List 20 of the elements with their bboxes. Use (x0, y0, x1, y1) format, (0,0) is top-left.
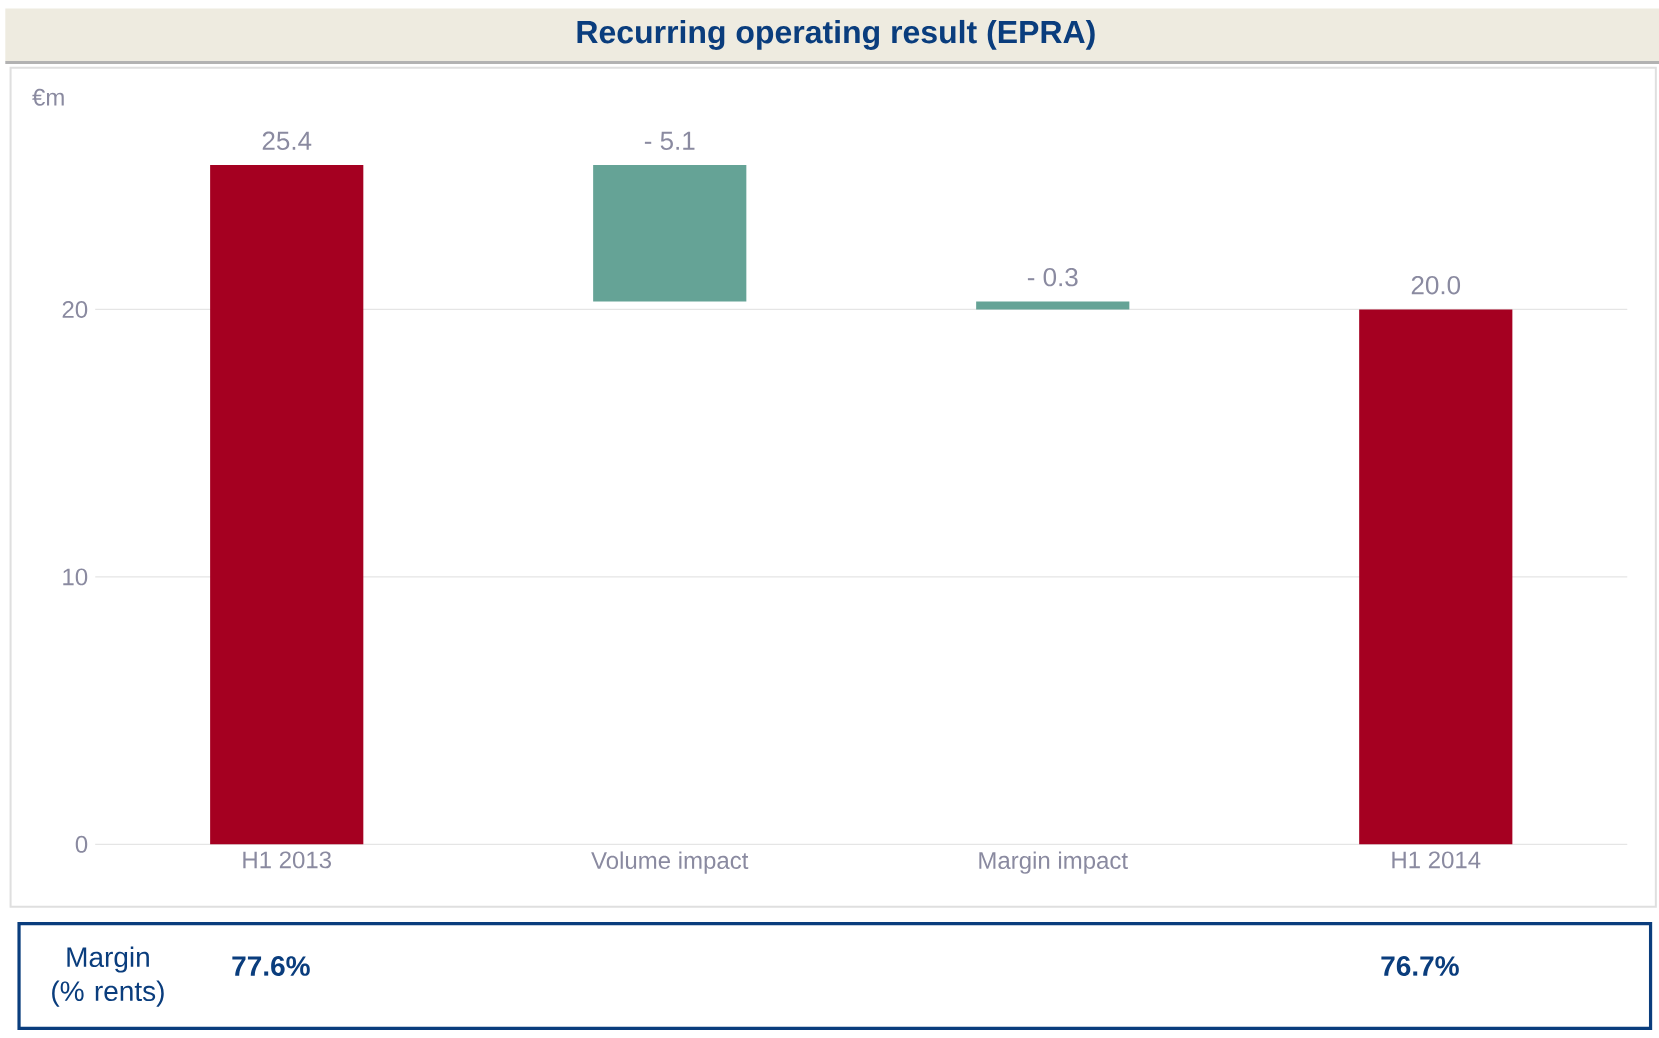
x-tick-label: Margin impact (979, 851, 1128, 874)
x-tick-label: Volume impact (591, 851, 749, 874)
text: Margin (% rents) (52, 946, 164, 1007)
data-label: 25.4 (262, 131, 312, 151)
text: 77.6% (232, 956, 310, 976)
bar (210, 165, 364, 845)
x-tick-label: H1 2013 (243, 851, 331, 869)
data-label: - 0.3 (1027, 267, 1078, 287)
y-tick-label: 20 (62, 301, 88, 318)
bar (593, 165, 747, 302)
bar (1359, 309, 1513, 845)
chart-title: Recurring operating result (EPRA) (577, 19, 1095, 50)
text: 76.7% (1381, 956, 1459, 976)
y-axis-title: €m (32, 88, 64, 106)
bar (976, 301, 1130, 310)
y-tick-label: 10 (63, 568, 88, 586)
x-tick-label: H1 2014 (1392, 851, 1481, 869)
data-label: - 5.1 (644, 131, 695, 151)
data-label: 20.0 (1411, 276, 1461, 295)
y-tick-label: 0 (75, 835, 88, 853)
